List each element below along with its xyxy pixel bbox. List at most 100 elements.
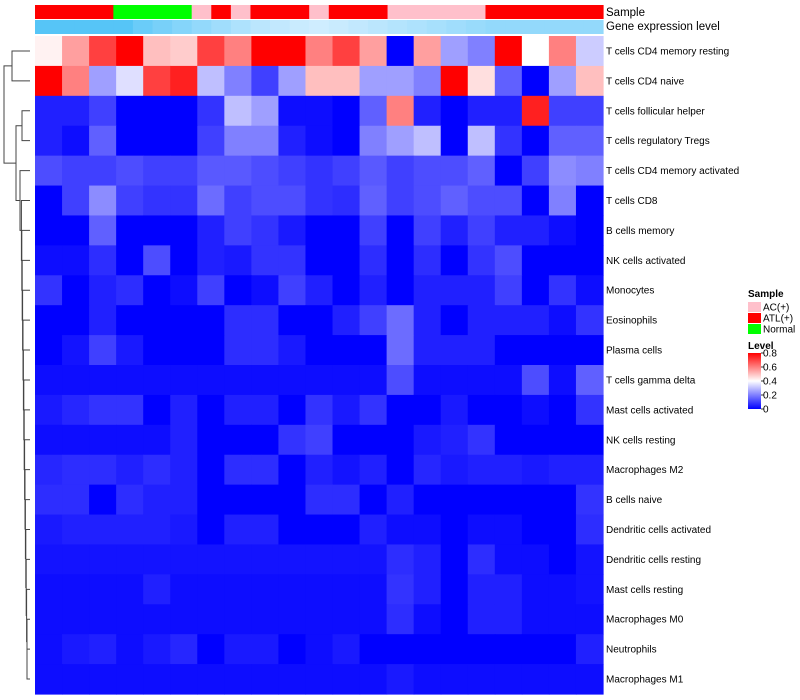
heatmap-cell (35, 245, 63, 276)
heatmap-cell (224, 275, 252, 306)
heatmap-cell (494, 155, 523, 187)
heatmap-cell (62, 454, 90, 486)
heatmap-cell (197, 275, 225, 306)
heatmap-cell (440, 664, 469, 695)
heatmap-cell (116, 125, 144, 157)
gene-expression-annotation-cell (289, 20, 310, 34)
heatmap-cell (62, 65, 90, 97)
heatmap-cell (62, 544, 90, 575)
sample-annotation-cell (172, 5, 193, 19)
row-label: T cells follicular helper (606, 106, 705, 117)
gene-expression-annotation-cell (426, 20, 447, 34)
heatmap-cell (305, 335, 334, 366)
gene-expression-annotation-cell (367, 20, 389, 34)
heatmap-cell (278, 424, 307, 456)
heatmap-cell (494, 65, 523, 97)
heatmap-cell (143, 185, 171, 217)
heatmap-cell (143, 604, 171, 635)
heatmap-cell (359, 185, 388, 217)
heatmap-cell (278, 634, 307, 665)
heatmap-cell (89, 424, 117, 456)
heatmap-cell (521, 245, 550, 276)
heatmap-cell (143, 65, 171, 97)
heatmap-cell (575, 514, 604, 546)
heatmap-cell (224, 155, 252, 187)
heatmap-cell (116, 604, 144, 635)
heatmap-cell (170, 65, 198, 97)
heatmap-cell (170, 664, 198, 695)
heatmap-cell (251, 36, 280, 67)
gene-expression-annotation-cell (172, 20, 193, 34)
heatmap-cell (548, 215, 577, 246)
heatmap-cell (305, 365, 334, 396)
heatmap-cell (467, 65, 496, 97)
heatmap-cell (251, 424, 280, 456)
heatmap-cell (332, 604, 361, 635)
heatmap-cell (116, 245, 144, 276)
heatmap-cell (494, 544, 523, 575)
heatmap-cell (278, 484, 307, 516)
heatmap-cell (197, 365, 225, 396)
heatmap-cell (143, 634, 171, 665)
heatmap-cell (494, 215, 523, 246)
heatmap-cell (170, 574, 198, 605)
heatmap-cell (143, 514, 171, 546)
row-label: T cells regulatory Tregs (606, 136, 710, 147)
heatmap-cell (440, 125, 469, 157)
heatmap-cell (413, 215, 442, 246)
heatmap-cell (413, 574, 442, 605)
heatmap-cell (197, 305, 225, 336)
heatmap-cell (467, 664, 496, 695)
heatmap-cell (116, 634, 144, 665)
heatmap-cell (575, 634, 604, 665)
legend-sample-title: Sample (748, 289, 784, 300)
heatmap-cell (35, 544, 63, 575)
row-label: NK cells activated (606, 256, 685, 267)
heatmap-cell (575, 454, 604, 486)
heatmap-cell (197, 245, 225, 276)
sample-annotation-cell (524, 5, 545, 19)
heatmap-cell (548, 305, 577, 336)
heatmap-cell (413, 95, 442, 127)
gene-expression-annotation-label: Gene expression level (606, 21, 720, 33)
heatmap-cell (35, 424, 63, 456)
heatmap-cell (170, 95, 198, 127)
heatmap-cell (413, 335, 442, 366)
heatmap-cell (197, 604, 225, 635)
heatmap-cell (251, 215, 280, 246)
heatmap-cell (62, 484, 90, 516)
row-label: T cells CD4 naive (606, 76, 685, 87)
heatmap-cell (116, 514, 144, 546)
heatmap-cell (467, 95, 496, 127)
gene-expression-annotation-cell (583, 20, 604, 34)
heatmap-cell (548, 365, 577, 396)
heatmap-cell (116, 454, 144, 486)
heatmap-cell (251, 394, 280, 426)
heatmap-cell (575, 544, 604, 575)
heatmap-cell (440, 155, 469, 187)
heatmap-cell (467, 185, 496, 217)
sample-annotation-cell (113, 5, 134, 19)
heatmap-cell (251, 155, 280, 187)
heatmap-cell (62, 634, 90, 665)
heatmap-cell (413, 65, 442, 97)
heatmap-cell (575, 185, 604, 217)
heatmap-cell (35, 574, 63, 605)
heatmap-cell (143, 484, 171, 516)
heatmap-cell (359, 125, 388, 157)
dendrogram-branch (21, 110, 30, 142)
heatmap-cell (440, 394, 469, 426)
row-label: Mast cells resting (606, 585, 683, 596)
heatmap-cell (494, 36, 523, 67)
gene-expression-annotation-cell (132, 20, 154, 34)
heatmap-cell (35, 664, 63, 695)
heatmap-cell (386, 305, 415, 336)
heatmap-cell (359, 215, 388, 246)
heatmap-cell (332, 155, 361, 187)
heatmap-cell (494, 365, 523, 396)
heatmap-cell (305, 394, 334, 426)
heatmap-cell (224, 574, 252, 605)
sample-annotation-cell (505, 5, 526, 19)
heatmap-cell (278, 155, 307, 187)
heatmap-cell (386, 335, 415, 366)
